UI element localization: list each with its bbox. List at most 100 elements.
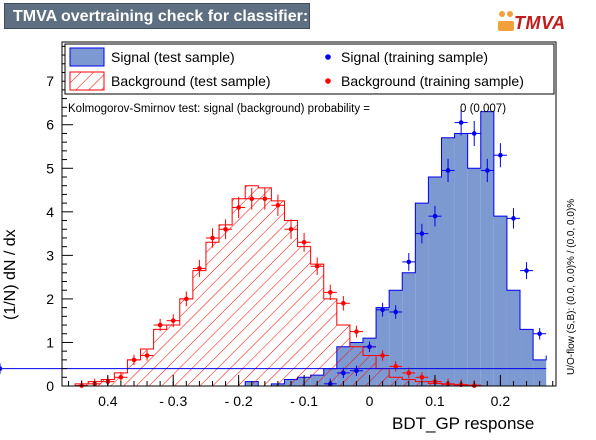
logo-text: TMVA <box>514 13 566 33</box>
tmva-logo: TMVA <box>497 9 569 37</box>
signal-training-point <box>406 259 412 265</box>
background-training-point <box>236 205 241 210</box>
background-training-point <box>327 290 333 295</box>
overflow-note: U/O-flow (S,B): (0.0, 0.0)% / (0.0, 0.0)… <box>566 198 577 375</box>
background-training-point <box>419 374 425 380</box>
background-test-bar <box>192 270 206 386</box>
background-training-point <box>249 196 255 202</box>
signal-test-bar <box>441 137 455 386</box>
chart-title: TMVA overtraining check for classifier: … <box>13 8 378 25</box>
background-training-point <box>170 318 176 323</box>
x-tick-label: - 0.1 <box>290 393 318 409</box>
x-tick-label: 0 <box>366 393 374 409</box>
x-tick-label: 0.1 <box>425 393 445 409</box>
signal-training-point <box>393 309 398 315</box>
background-test-bar <box>258 187 272 386</box>
x-axis-label: BDT_GP response <box>392 414 535 433</box>
y-tick-label: 5 <box>46 160 54 176</box>
background-training-point <box>223 226 228 232</box>
background-test-bar <box>232 198 246 386</box>
background-training-point <box>118 374 124 380</box>
signal-training-point <box>524 268 529 273</box>
background-training-point <box>393 364 398 369</box>
signal-test-bar <box>415 203 429 386</box>
background-training-point <box>354 329 359 334</box>
signal-test-bar <box>402 272 416 386</box>
y-axis-label: (1/N) dN / dx <box>2 229 19 320</box>
legend-label: Signal (training sample) <box>341 49 488 65</box>
background-test-bar <box>219 224 233 386</box>
signal-training-point <box>380 307 385 313</box>
signal-training-point <box>484 168 490 173</box>
background-training-point <box>314 263 320 269</box>
legend-marker-signal-training <box>325 54 331 60</box>
legend-box <box>64 43 555 95</box>
signal-test-bar <box>454 133 468 386</box>
y-tick-label: 3 <box>46 247 54 263</box>
x-tick-label: - 0.2 <box>225 393 253 409</box>
signal-training-point <box>419 231 425 236</box>
background-test-bar <box>362 355 377 386</box>
background-test-bar <box>271 200 285 386</box>
background-test-bar <box>166 325 180 386</box>
background-test-bar <box>323 298 337 386</box>
background-training-point <box>144 353 150 358</box>
background-training-point <box>406 370 412 376</box>
background-training-point <box>341 300 346 306</box>
signal-training-point <box>354 368 359 374</box>
background-test-bar <box>205 242 220 386</box>
y-tick-label: 0 <box>46 378 54 394</box>
background-test-bar <box>153 329 167 386</box>
ks-test-value: 0 (0.007) <box>460 103 506 115</box>
signal-test-bar <box>428 176 442 386</box>
signal-training-point <box>0 366 3 371</box>
signal-training-point <box>367 344 372 350</box>
legend-marker-background-training <box>325 78 331 84</box>
background-training-point <box>301 240 307 245</box>
background-training-point <box>210 235 215 241</box>
title-banner: TMVA overtraining check for classifier: … <box>4 3 378 29</box>
background-training-point <box>262 196 268 202</box>
legend-label: Background (training sample) <box>341 73 524 89</box>
background-training-point <box>380 353 385 358</box>
x-tick-label: 0.4 <box>98 393 118 409</box>
signal-training-point <box>341 370 346 376</box>
signal-test-bar <box>520 329 534 386</box>
background-test-bar <box>376 368 390 386</box>
plot-frame <box>61 41 557 387</box>
x-tick-label: 0.2 <box>491 393 511 409</box>
y-tick-label: 7 <box>46 73 54 89</box>
y-tick-label: 1 <box>46 334 54 350</box>
signal-training-point <box>458 120 464 125</box>
background-test-bar <box>310 264 324 386</box>
signal-test-bar <box>467 168 481 386</box>
signal-test-bar <box>506 290 521 386</box>
legend-swatch-signal-test <box>69 47 105 67</box>
background-training-point <box>288 226 294 232</box>
background-test-bar <box>336 325 350 386</box>
y-tick-label: 6 <box>46 117 54 133</box>
background-training-point <box>197 266 202 271</box>
y-tick-label: 2 <box>46 291 54 307</box>
x-tick-label: - 0.3 <box>159 393 187 409</box>
background-training-point <box>131 357 137 363</box>
signal-test-bar <box>533 359 547 386</box>
y-tick-label: 4 <box>46 204 54 220</box>
signal-training-point <box>511 216 516 221</box>
background-test-bar <box>297 246 311 386</box>
background-test-bar <box>140 348 154 386</box>
signal-test-bar <box>376 307 390 386</box>
background-test-bar <box>284 220 298 386</box>
signal-training-point <box>432 213 438 219</box>
signal-training-point <box>537 331 542 337</box>
background-training-point <box>184 296 189 302</box>
legend-label: Signal (test sample) <box>111 49 235 65</box>
ks-test-text: Kolmogorov-Smirnov test: signal (backgro… <box>68 103 370 115</box>
signal-training-point <box>445 168 451 173</box>
signal-training-point <box>471 131 477 136</box>
signal-training-point <box>498 152 503 158</box>
background-test-bar <box>179 298 193 386</box>
legend-swatch-background-test <box>69 71 105 91</box>
signal-test-bar <box>480 111 494 386</box>
